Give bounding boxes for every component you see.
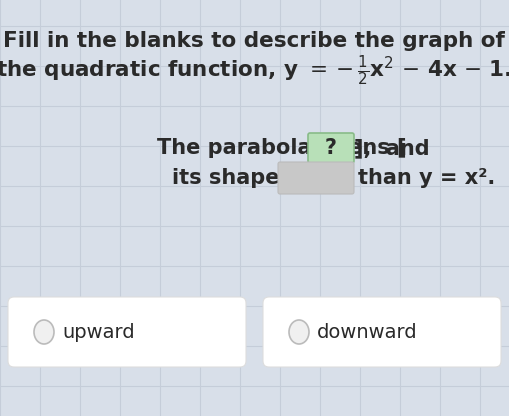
Text: upward: upward [62,322,134,342]
Text: ?: ? [325,138,337,158]
Text: the quadratic function, y $= -\frac{1}{2}$x$^2$ $-$ 4x $-$ 1.: the quadratic function, y $= -\frac{1}{2… [0,54,509,88]
FancyBboxPatch shape [8,297,246,367]
Text: downward: downward [317,322,417,342]
FancyBboxPatch shape [263,297,501,367]
Text: than y = x².: than y = x². [358,168,495,188]
Text: ],  and: ], and [354,138,430,158]
Ellipse shape [34,320,54,344]
Text: Fill in the blanks to describe the graph of: Fill in the blanks to describe the graph… [3,31,505,51]
FancyBboxPatch shape [278,162,354,194]
Text: The parabola opens [: The parabola opens [ [157,138,407,158]
Text: its shape is: its shape is [172,168,306,188]
FancyBboxPatch shape [308,133,354,163]
Ellipse shape [289,320,309,344]
